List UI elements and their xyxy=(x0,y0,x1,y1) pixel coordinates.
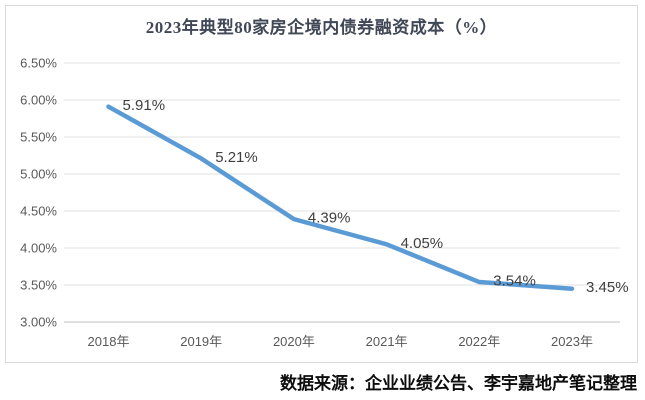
data-point-label: 4.39% xyxy=(308,210,351,227)
data-point-label: 3.54% xyxy=(493,273,536,290)
x-axis-tick-label: 2019年 xyxy=(180,334,222,349)
chart-title: 2023年典型80家房企境内债券融资成本（%） xyxy=(145,18,498,37)
x-axis-tick-label: 2022年 xyxy=(458,334,500,349)
y-axis-tick-label: 4.00% xyxy=(20,241,57,256)
data-point-label: 4.05% xyxy=(401,235,444,252)
x-axis-tick-label: 2018年 xyxy=(88,334,130,349)
data-point-label: 5.91% xyxy=(123,97,166,114)
data-point-label: 5.21% xyxy=(215,149,258,166)
data-point-label: 3.45% xyxy=(586,279,629,296)
x-axis-tick-label: 2020年 xyxy=(273,334,315,349)
chart-container xyxy=(5,5,638,363)
source-note: 数据来源：企业业绩公告、李宇嘉地产笔记整理 xyxy=(280,374,637,393)
y-axis-tick-label: 5.00% xyxy=(20,167,57,182)
data-line-series xyxy=(106,104,575,291)
x-axis-tick-label: 2021年 xyxy=(366,334,408,349)
y-axis-tick-label: 5.50% xyxy=(20,130,57,145)
y-axis-tick-label: 6.00% xyxy=(20,93,57,108)
y-axis-tick-label: 3.00% xyxy=(20,315,57,330)
y-axis-tick-label: 3.50% xyxy=(20,278,57,293)
y-axis-tick-label: 4.50% xyxy=(20,204,57,219)
x-axis-tick-label: 2023年 xyxy=(551,334,593,349)
y-axis-tick-label: 6.50% xyxy=(20,56,57,71)
